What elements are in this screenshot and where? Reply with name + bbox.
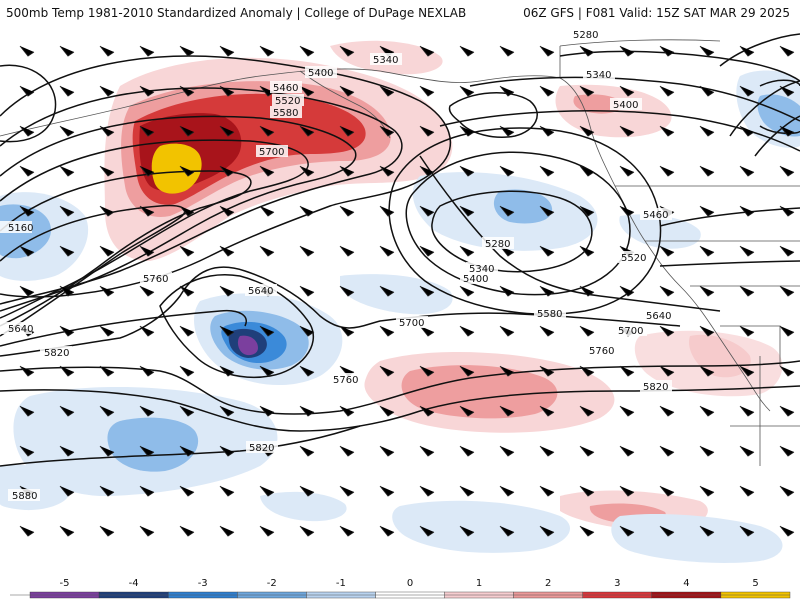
contour-label: 5760 <box>333 375 358 386</box>
model-run-info: 06Z GFS | F081 Valid: 15Z SAT MAR 29 202… <box>523 6 790 20</box>
contour-labels: 5400 5340 5460 5520 5580 5700 5160 5640 … <box>0 28 675 502</box>
contour-label: 5340 <box>373 55 398 66</box>
colorbar: -5 -4 -3 -2 -1 0 1 2 3 4 5 <box>0 574 800 600</box>
colorbar-tick-label: 1 <box>476 578 482 589</box>
contour-label: 5280 <box>573 30 598 41</box>
colorbar-tick-label: 5 <box>752 578 758 589</box>
contour-label: 5820 <box>249 443 274 454</box>
colorbar-tick-label: -5 <box>60 578 70 589</box>
colorbar-tick-label: 4 <box>683 578 689 589</box>
warm-level-5 <box>151 143 202 194</box>
contour-label: 5700 <box>399 318 424 329</box>
colorbar-tick-label: 0 <box>407 578 413 589</box>
contour-label: 5640 <box>248 286 273 297</box>
map-header: 500mb Temp 1981-2010 Standardized Anomal… <box>0 0 800 26</box>
contour-label: 5640 <box>646 311 671 322</box>
contour-label: 5580 <box>273 108 298 119</box>
contour-label: 5520 <box>621 253 646 264</box>
contour-label: 5400 <box>308 68 333 79</box>
contour-label: 5700 <box>618 326 643 337</box>
colorbar-tick-label: 3 <box>614 578 620 589</box>
contour-label: 5700 <box>259 147 284 158</box>
colorbar-svg: -5 -4 -3 -2 -1 0 1 2 3 4 5 <box>0 574 800 600</box>
colorbar-tick-label: -3 <box>198 578 208 589</box>
colorbar-ticks: -5 -4 -3 -2 -1 0 1 2 3 4 5 <box>60 578 759 589</box>
contour-label: 5580 <box>537 309 562 320</box>
contour-label: 5820 <box>643 382 668 393</box>
contour-label: 5760 <box>143 274 168 285</box>
colorbar-tick-label: 2 <box>545 578 551 589</box>
contour-label: 5520 <box>275 96 300 107</box>
contour-label: 5460 <box>643 210 668 221</box>
contour-label: 5160 <box>8 223 33 234</box>
wind-barbs <box>19 45 795 537</box>
contour-label: 5880 <box>12 491 37 502</box>
colorbar-tick-label: -2 <box>267 578 277 589</box>
contour-label: 5400 <box>463 274 488 285</box>
map-title: 500mb Temp 1981-2010 Standardized Anomal… <box>6 6 467 20</box>
contour-label: 5820 <box>44 348 69 359</box>
warm-anomaly-region <box>104 57 453 261</box>
colorbar-tick-label: -4 <box>129 578 139 589</box>
contour-label: 5340 <box>469 264 494 275</box>
map-area[interactable]: 5400 5340 5460 5520 5580 5700 5160 5640 … <box>0 26 800 574</box>
contour-label: 5460 <box>273 83 298 94</box>
contour-label: 5760 <box>589 346 614 357</box>
anomaly-map-svg: 5400 5340 5460 5520 5580 5700 5160 5640 … <box>0 26 800 574</box>
colorbar-tick-label: -1 <box>336 578 346 589</box>
contour-label: 5640 <box>8 324 33 335</box>
contour-label: 5400 <box>613 100 638 111</box>
contour-label: 5340 <box>586 70 611 81</box>
contour-label: 5280 <box>485 239 510 250</box>
